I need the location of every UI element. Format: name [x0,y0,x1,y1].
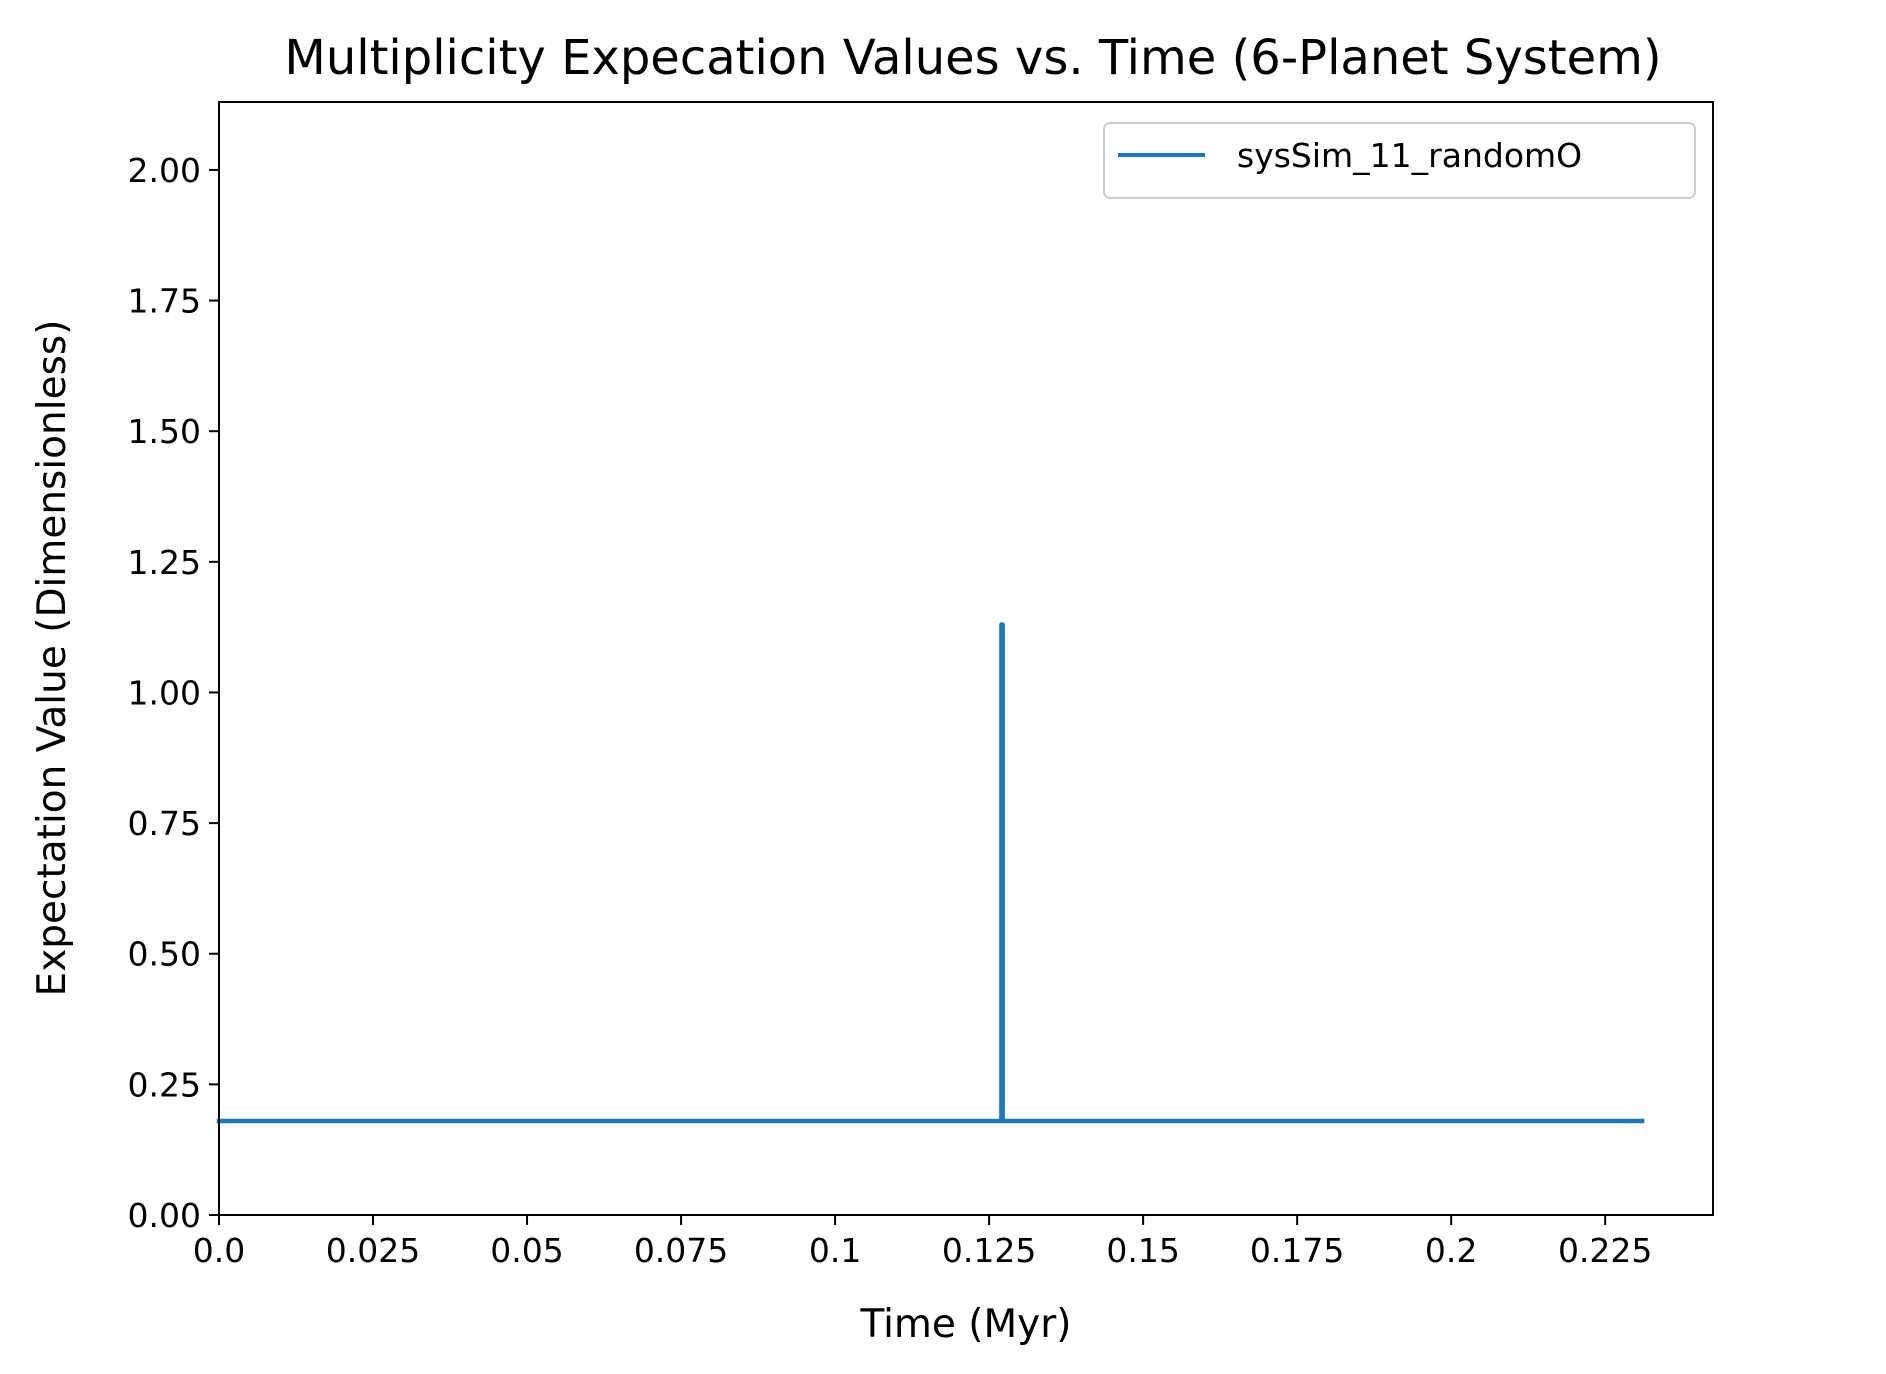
x-tick-label: 0.2 [1425,1231,1477,1270]
axes-frame [218,101,1714,1216]
y-tick-label: 2.00 [128,151,201,190]
series-layer [216,622,1645,1124]
x-tick-label: 0.05 [490,1231,563,1270]
y-tick-label: 0.00 [128,1196,201,1235]
chart-title: Multiplicity Expecation Values vs. Time … [284,30,1661,86]
y-tick-label: 0.25 [128,1065,201,1104]
y-tick-label: 1.00 [128,673,201,712]
legend-box [1103,122,1696,199]
legend-label: sysSim_11_randomO [1237,136,1582,175]
y-tick-label: 0.75 [128,804,201,843]
x-tick-label: 0.0 [193,1231,245,1270]
x-tick-label: 0.15 [1106,1231,1179,1270]
x-tick-label: 0.075 [634,1231,728,1270]
x-tick-label: 0.125 [942,1231,1036,1270]
y-tick-label: 1.50 [128,412,201,451]
y-tick-label: 1.25 [128,543,201,582]
x-tick-label: 0.175 [1250,1231,1344,1270]
x-tick-label: 0.225 [1558,1231,1652,1270]
y-tick-label: 1.75 [128,282,201,321]
legend: sysSim_11_randomO [1103,122,1696,199]
series-line-0 [216,622,1645,1124]
plot-area: 0.0 0.025 0.05 0.075 0.1 0.125 0.15 0.175 0.2 0.2… [128,101,1714,1270]
x-tick-label: 0.025 [326,1231,420,1270]
x-tick-label: 0.1 [809,1231,861,1270]
x-axis-ticks: 0.0 0.025 0.05 0.075 0.1 0.125 0.15 0.175 0.2 0.2… [193,1215,1652,1270]
y-axis-ticks: 0.00 0.25 0.50 0.75 1.00 1.25 1.50 1.75 2.00 [128,151,219,1235]
y-tick-label: 0.50 [128,935,201,974]
x-axis-label: Time (Myr) [859,1302,1071,1347]
y-axis-label: Expectation Value (Dimensionless) [30,320,75,997]
